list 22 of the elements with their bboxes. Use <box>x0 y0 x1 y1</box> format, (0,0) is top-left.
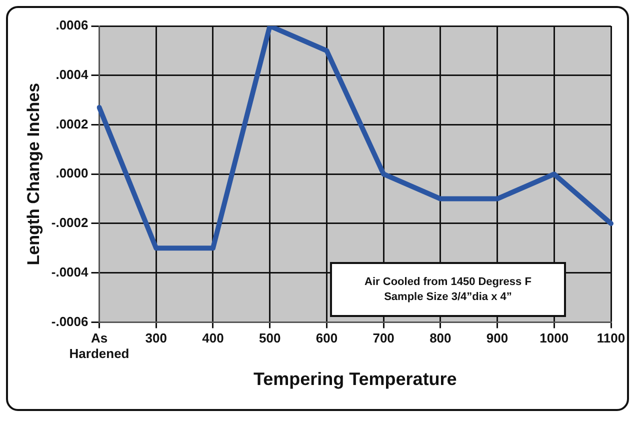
y-tick-label: -.0004 <box>51 264 90 280</box>
x-tick-label: 500 <box>258 330 281 346</box>
y-tick-label: .0002 <box>56 116 88 132</box>
x-tick-label: 1000 <box>540 330 569 346</box>
y-tick-label: .0004 <box>56 66 90 82</box>
annotation: Sample Size 3/4”dia x 4” <box>384 290 512 304</box>
x-tick-label: 300 <box>145 330 167 346</box>
x-tick-label: 1100 <box>596 330 626 346</box>
x-tick-label: 900 <box>486 330 508 346</box>
y-tick-label: -.0006 <box>51 314 88 329</box>
y-axis-title: Length Change Inches <box>24 82 43 266</box>
x-tick-label: 800 <box>430 330 452 346</box>
x-tick-label: As Hardened <box>69 330 130 362</box>
note-box: Air Cooled from 1450 Degress F Sample Size 3/4”dia x 4” <box>330 262 566 317</box>
y-tick-label: .0000 <box>56 166 88 181</box>
x-axis-title: Tempering Temperature <box>253 369 457 390</box>
x-tick-label: 400 <box>202 330 224 346</box>
y-tick-label: -.0002 <box>51 215 88 230</box>
annotation: Air Cooled from 1450 Degress F <box>364 274 532 290</box>
x-tick-label: 700 <box>372 330 394 346</box>
y-tick-label: .0006 <box>56 18 88 33</box>
x-tick-label: 600 <box>316 330 338 346</box>
